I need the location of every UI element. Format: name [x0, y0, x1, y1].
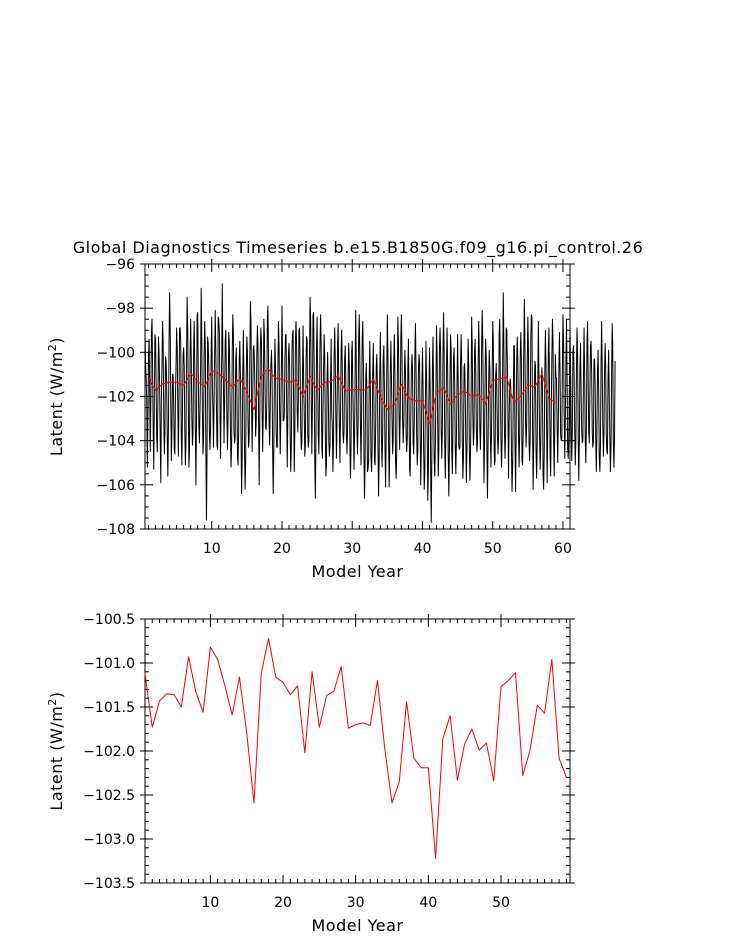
y-axis-label: Latent (W/m2) — [46, 337, 67, 456]
x-tick-label: 10 — [201, 895, 219, 911]
bottom-panel: 10 20 30 40 50 −103.5 −103.0 −102.5 −102.0 −101.5… — [46, 612, 575, 935]
y-tick-label: −101.5 — [83, 700, 135, 716]
y-tick-label: −103.0 — [83, 832, 135, 848]
x-tick-label: 30 — [343, 541, 361, 557]
x-axis-label: Model Year — [312, 916, 404, 935]
y-axis-label: Latent (W/m2) — [46, 691, 67, 810]
x-tick-label: 20 — [274, 895, 292, 911]
x-tick-label: 50 — [492, 895, 510, 911]
y-tick-label: −108 — [97, 522, 135, 538]
x-tick-label: 60 — [554, 541, 572, 557]
y-tick-label: −102.0 — [83, 744, 135, 760]
top-panel: 10 20 30 40 50 60 −108 −106 −104 −102 −100 −98 −96 Mo… — [46, 257, 616, 581]
x-tick-label: 40 — [414, 541, 432, 557]
y-tick-label: −103.5 — [83, 876, 135, 892]
x-axis-label: Model Year — [312, 562, 404, 581]
series-line-1 — [148, 367, 557, 424]
y-tick-label: −104 — [97, 434, 136, 450]
y-tick-label: −101.0 — [83, 656, 135, 672]
series-line-0 — [144, 637, 567, 859]
y-tick-label: −102 — [97, 390, 135, 406]
x-tick-label: 20 — [273, 541, 291, 557]
series-line-0 — [144, 283, 616, 523]
x-tick-label: 30 — [347, 895, 365, 911]
x-tick-label: 10 — [203, 541, 221, 557]
x-tick-label: 50 — [484, 541, 502, 557]
y-tick-label: −100.5 — [83, 612, 135, 628]
y-tick-label: −98 — [105, 301, 135, 317]
y-tick-label: −96 — [105, 257, 135, 273]
y-tick-label: −106 — [97, 478, 136, 494]
y-tick-label: −102.5 — [83, 788, 135, 804]
x-tick-label: 40 — [419, 895, 437, 911]
y-tick-label: −100 — [97, 345, 135, 361]
chart-title: Global Diagnostics Timeseries b.e15.B185… — [73, 238, 644, 258]
